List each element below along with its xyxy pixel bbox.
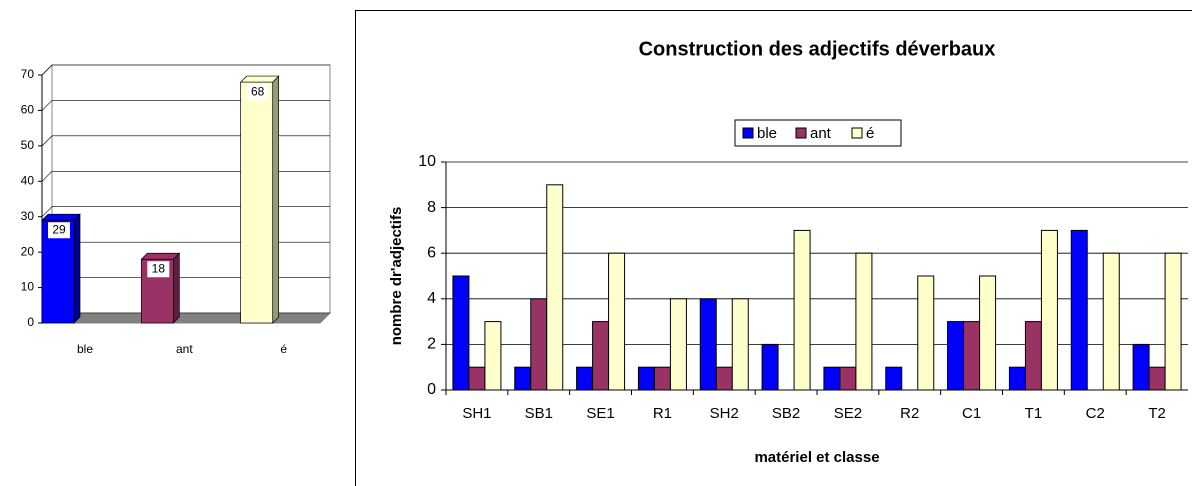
- bar: [793, 229, 811, 391]
- y-tick-label: 20: [21, 244, 35, 258]
- bar: [1132, 343, 1150, 391]
- label-box: [48, 222, 70, 239]
- bar: [514, 366, 532, 391]
- label-box: [147, 261, 170, 278]
- bar: [530, 298, 548, 391]
- bar: [1164, 252, 1182, 391]
- bar: [1070, 229, 1088, 391]
- grid-line: [41, 64, 330, 76]
- grid-line: [41, 170, 330, 182]
- bar: [484, 321, 502, 391]
- grid-line: [41, 206, 330, 217]
- x-tick-label: SE1: [586, 405, 614, 422]
- x-tick-label: ant: [176, 342, 193, 356]
- grid-line: [41, 100, 330, 111]
- y-tick-label: 4: [427, 290, 436, 307]
- x-tick-label: SE2: [834, 405, 862, 422]
- bar: [917, 275, 935, 391]
- right-chart: Construction des adjectifs déverbaux mat…: [355, 10, 1192, 486]
- y-tick-label: 70: [21, 67, 35, 81]
- bar: [1148, 366, 1166, 391]
- bar: [637, 366, 655, 391]
- y-tick-label: 60: [21, 103, 35, 117]
- bar: [576, 366, 594, 391]
- x-tick-label: é: [280, 342, 287, 356]
- x-tick-label: R1: [653, 405, 672, 422]
- y-tick-label: 0: [427, 381, 436, 398]
- y-tick-label: 10: [21, 280, 35, 294]
- y-tick-label: 50: [21, 138, 35, 152]
- bar: [699, 298, 717, 391]
- back-wall: [51, 64, 331, 314]
- bar: [608, 252, 626, 391]
- bar: [731, 298, 749, 391]
- x-tick-label: C1: [962, 405, 981, 422]
- label-box: [246, 84, 269, 101]
- x-tick-label: T1: [1025, 405, 1043, 422]
- legend-label: ant: [810, 125, 832, 142]
- y-tick-label: 10: [418, 153, 436, 170]
- y-tick-label: 2: [427, 336, 436, 353]
- bar: [947, 321, 965, 391]
- bar: [979, 275, 997, 391]
- x-tick-label: T2: [1148, 405, 1166, 422]
- x-axis-label: matériel et classe: [754, 449, 879, 466]
- bar: [669, 298, 687, 391]
- bar-side: [73, 213, 81, 324]
- left-chart: 0 10 20 30 40 50 60 70 29 ble 18 ant 68 é: [21, 63, 332, 356]
- bar: [715, 366, 733, 391]
- x-tick-label: R2: [900, 405, 919, 422]
- x-tick-label: C2: [1086, 405, 1105, 422]
- y-axis-label: nombre dr'adjectifs: [388, 207, 405, 346]
- chart-frame: [355, 10, 1192, 486]
- bar-side: [272, 75, 280, 324]
- x-tick-label: SH2: [710, 405, 739, 422]
- bar: [452, 275, 470, 391]
- legend-swatch: [742, 127, 754, 139]
- legend-swatch: [795, 127, 807, 139]
- data-label: 29: [52, 222, 66, 236]
- data-label: 18: [152, 261, 166, 275]
- bar: [885, 366, 903, 391]
- bar: [963, 321, 981, 391]
- y-tick-label: 0: [27, 315, 34, 329]
- floor: [40, 312, 332, 324]
- bar: [653, 366, 671, 391]
- bar: [592, 321, 610, 391]
- legend-label: ble: [757, 125, 777, 142]
- y-tick-label: 8: [427, 199, 436, 216]
- y-tick-label: 40: [21, 173, 35, 187]
- data-label: 68: [251, 84, 265, 98]
- bar-top: [41, 213, 81, 221]
- grid-line: [41, 135, 330, 147]
- bar: [823, 366, 841, 391]
- bar: [855, 252, 873, 391]
- bar-side: [172, 252, 180, 324]
- bar: [761, 343, 779, 391]
- legend-label: é: [866, 125, 874, 142]
- bar: [240, 81, 274, 324]
- bar: [468, 366, 486, 391]
- bar: [1102, 252, 1120, 391]
- x-tick-label: ble: [77, 342, 93, 356]
- chart-title: Construction des adjectifs déverbaux: [639, 38, 996, 60]
- bar-top: [239, 75, 280, 83]
- legend-swatch: [851, 127, 863, 139]
- x-tick-label: SH1: [462, 405, 491, 422]
- y-tick-label: 6: [427, 244, 436, 261]
- bar-top: [140, 252, 181, 260]
- bar: [1040, 229, 1058, 391]
- bar: [546, 184, 564, 391]
- y-tick-label: 30: [21, 209, 35, 223]
- x-tick-label: SB1: [525, 405, 553, 422]
- legend-box: [734, 119, 902, 147]
- x-tick-label: SB2: [772, 405, 800, 422]
- bar: [839, 366, 857, 391]
- bar: [1024, 321, 1042, 391]
- bar: [1008, 366, 1026, 391]
